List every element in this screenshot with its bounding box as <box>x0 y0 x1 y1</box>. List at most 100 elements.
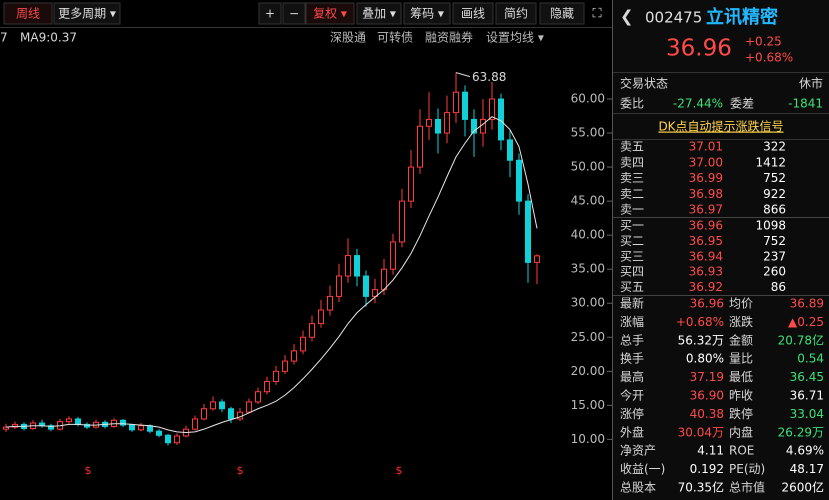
toolbar-button[interactable]: 复权 ▾ <box>313 7 347 21</box>
stat-label: 总股本 <box>620 481 656 495</box>
toolbar-button[interactable]: + <box>265 7 275 21</box>
book-level: 买三 <box>620 249 644 263</box>
candle-body <box>273 370 279 383</box>
candle-body <box>399 200 405 243</box>
stock-code: 002475 <box>645 9 702 27</box>
candle-body <box>210 401 216 410</box>
stat-value: 36.45 <box>790 370 824 384</box>
book-price: 36.96 <box>689 219 723 233</box>
toolbar-button[interactable]: − <box>289 7 299 21</box>
chart-option[interactable]: 融资融券 <box>425 30 473 45</box>
candle-body <box>84 423 90 428</box>
back-icon[interactable]: ❮ <box>620 7 633 26</box>
candle-body <box>435 118 441 134</box>
book-volume: 752 <box>763 171 786 185</box>
book-level: 卖五 <box>620 140 644 154</box>
candle-body <box>372 289 378 297</box>
toolbar-button-bg[interactable] <box>452 2 494 25</box>
book-level: 买一 <box>620 219 644 233</box>
dk-signal-link[interactable]: DK点自动提示涨跌信号 <box>658 119 783 134</box>
signal-mark: $ <box>237 464 244 477</box>
toolbar-button[interactable]: 画线 <box>461 7 485 21</box>
y-tick-label: 50.00 <box>571 160 605 174</box>
candle-body <box>525 200 531 263</box>
candle-body <box>282 360 288 372</box>
book-level: 买四 <box>620 265 644 279</box>
signal-mark: $ <box>85 464 92 477</box>
toolbar-button-bg[interactable] <box>53 2 121 25</box>
y-tick-label: 30.00 <box>571 296 605 310</box>
candle-body <box>417 125 423 168</box>
toolbar-button[interactable]: 简约 <box>504 6 528 21</box>
stat-label: PE(动) <box>729 462 765 476</box>
chart-option[interactable]: 设置均线 ▾ <box>486 31 544 45</box>
toolbar-button[interactable]: 筹码 ▾ <box>410 7 444 21</box>
toolbar-button-bg[interactable] <box>539 2 585 25</box>
max-pointer <box>455 72 471 78</box>
toolbar-button-bg[interactable] <box>495 2 537 25</box>
stock-name: 立讯精密 <box>706 6 778 28</box>
stat-value: 0.80% <box>686 352 724 366</box>
stat-value: ▲0.25 <box>788 315 824 329</box>
stat-label: 外盘 <box>620 424 644 439</box>
candle-body <box>291 350 297 362</box>
book-volume: 1098 <box>755 219 786 233</box>
y-tick-label: 60.00 <box>571 92 605 106</box>
y-tick-label: 25.00 <box>571 330 605 344</box>
stat-label: 均价 <box>729 297 753 311</box>
toolbar-button-bg[interactable] <box>403 2 451 25</box>
candle-body <box>228 408 234 420</box>
candle-body <box>156 430 162 436</box>
book-volume: 752 <box>763 234 786 248</box>
y-tick-label: 20.00 <box>571 364 605 378</box>
last-price: 36.96 <box>666 36 732 62</box>
toolbar-button-bg[interactable] <box>258 2 282 25</box>
toolbar-button-bg[interactable] <box>356 2 402 25</box>
candle-body <box>192 418 198 430</box>
candle-body <box>381 268 387 291</box>
stat-label: 最新 <box>620 296 644 311</box>
stat-label: 昨收 <box>729 389 753 403</box>
stat-label: 量比 <box>729 352 753 366</box>
toolbar-button-bg[interactable] <box>282 2 306 25</box>
ma-line <box>5 116 538 434</box>
stat-value: 30.04万 <box>678 425 724 439</box>
stat-value: +0.68% <box>676 315 724 329</box>
chart-option[interactable]: 深股通 <box>330 31 366 45</box>
stat-label: ROE <box>729 444 754 458</box>
toolbar-button-bg[interactable] <box>305 2 355 25</box>
stat-label: 金额 <box>729 332 753 347</box>
stat-label: 涨幅 <box>620 314 644 329</box>
toolbar-button[interactable]: 更多周期 ▾ <box>58 7 116 21</box>
quote-panel <box>613 0 829 500</box>
book-level: 卖四 <box>620 155 644 169</box>
chart-option[interactable]: 可转债 <box>377 30 413 45</box>
indicator-label: MA9:0.37 <box>20 31 77 45</box>
toolbar-button[interactable]: 周线 <box>16 7 40 21</box>
candle-body <box>66 418 72 423</box>
candle-body <box>507 139 513 161</box>
toolbar-button[interactable]: 叠加 ▾ <box>362 7 396 21</box>
y-tick-label: 55.00 <box>571 126 605 140</box>
candle-body <box>165 434 171 444</box>
stat-label: 最低 <box>729 370 753 384</box>
stat-value: 36.89 <box>790 297 824 311</box>
stat-value: 56.32万 <box>678 333 724 347</box>
expand-icon[interactable]: ⛶ <box>591 7 602 22</box>
stat-label: 收益(一) <box>620 462 665 476</box>
y-tick-label: 35.00 <box>571 262 605 276</box>
candle-body <box>12 423 18 428</box>
candle-body <box>129 424 135 431</box>
book-price: 36.94 <box>689 249 723 263</box>
book-price: 36.97 <box>689 203 723 217</box>
book-volume: 260 <box>763 265 786 279</box>
candle-body <box>246 401 252 413</box>
toolbar-button-bg[interactable] <box>3 2 53 25</box>
stat-value: 70.35亿 <box>678 480 724 495</box>
candle-body <box>354 255 360 277</box>
toolbar-button[interactable]: 隐藏 <box>550 7 574 21</box>
book-price: 36.95 <box>689 234 723 248</box>
ratio-value: -27.44% <box>673 97 723 111</box>
book-level: 买二 <box>620 234 644 248</box>
